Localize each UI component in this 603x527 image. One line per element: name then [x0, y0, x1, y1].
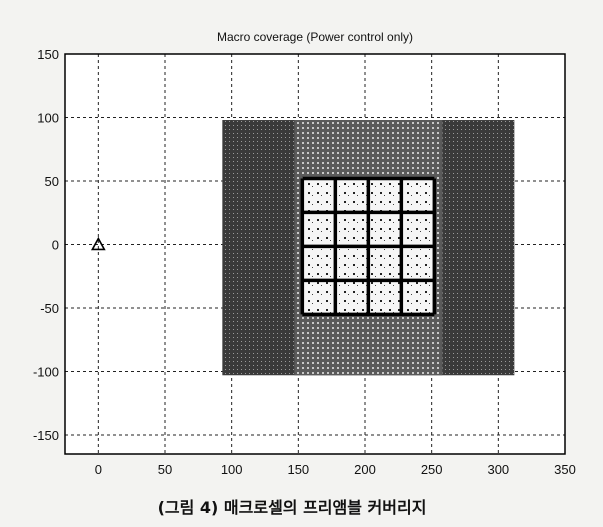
- x-tick-label: 100: [221, 462, 243, 477]
- figure-caption: (그림 4) 매크로셀의 프리앰블 커버리지: [158, 498, 427, 517]
- y-tick-label: -50: [40, 301, 59, 316]
- tick-labels: 0 50 100 150 200 250 300 350 -150 -100 -50 0 50 100 15…: [33, 47, 576, 477]
- x-tick-label: 50: [158, 462, 172, 477]
- y-tick-label: 0: [52, 237, 59, 252]
- y-tick-label: 150: [37, 47, 59, 62]
- plot-frame: [64, 53, 566, 455]
- y-tick-label: 100: [37, 110, 59, 125]
- x-tick-label: 300: [487, 462, 509, 477]
- coverage-regions: [222, 120, 515, 376]
- markers: [90, 236, 106, 251]
- y-tick-label: -150: [33, 428, 59, 443]
- chart-title: Macro coverage (Power control only): [217, 30, 413, 44]
- x-tick-label: 0: [95, 462, 102, 477]
- y-tick-label: 50: [45, 174, 59, 189]
- x-tick-label: 150: [287, 462, 309, 477]
- x-tick-label: 250: [421, 462, 443, 477]
- x-tick-label: 200: [354, 462, 376, 477]
- x-tick-label: 350: [554, 462, 576, 477]
- block-grid: [300, 176, 437, 317]
- triangle-marker: [90, 236, 106, 251]
- y-tick-label: -100: [33, 364, 59, 379]
